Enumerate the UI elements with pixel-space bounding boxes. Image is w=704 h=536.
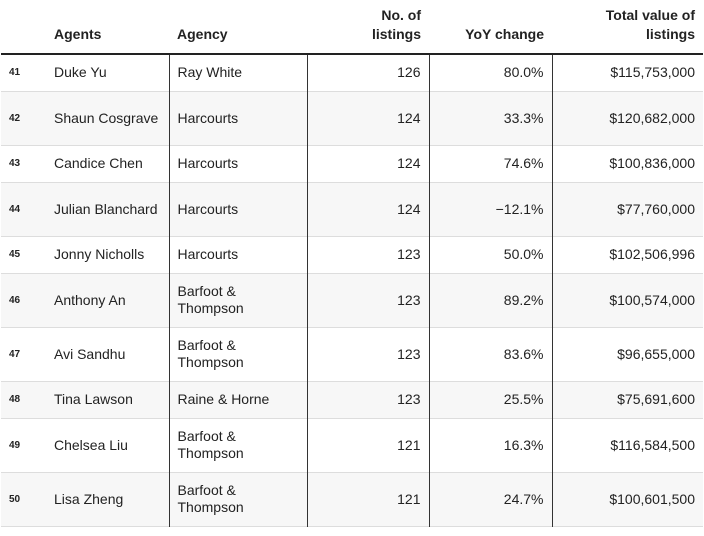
agency-cell: Barfoot & Thompson — [169, 273, 308, 327]
agent-cell: Duke Yu — [46, 54, 170, 91]
yoy-cell: 50.0% — [429, 236, 553, 273]
listings-cell: 123 — [307, 381, 430, 418]
listings-header-line2: listings — [371, 26, 421, 42]
table-row: 49 Chelsea Liu Barfoot & Thompson 121 16… — [1, 418, 703, 472]
agents-header: Agents — [46, 0, 169, 55]
table-row: 47 Avi Sandhu Barfoot & Thompson 123 83.… — [1, 327, 703, 381]
value-cell: $96,655,000 — [617, 345, 695, 362]
value-cell: $116,584,500 — [610, 436, 695, 453]
rank-cell: 49 — [9, 439, 21, 451]
rank-cell: 42 — [9, 112, 21, 124]
value-cell: $102,506,996 — [609, 246, 695, 262]
yoy-cell: 74.6% — [429, 145, 553, 182]
value-cell: $100,601,500 — [609, 490, 695, 507]
yoy-cell: −12.1% — [429, 182, 553, 236]
listings-header: No. of listings — [307, 0, 429, 55]
listings-cell: 124 — [307, 145, 430, 182]
agency-header: Agency — [169, 0, 307, 55]
yoy-cell: 33.3% — [429, 91, 553, 145]
table-row: 43 Candice Chen Harcourts 124 74.6% $100… — [1, 145, 703, 182]
value-cell: $100,574,000 — [609, 291, 695, 308]
table-row: 46 Anthony An Barfoot & Thompson 123 89.… — [1, 273, 703, 327]
yoy-header: YoY change — [429, 0, 552, 55]
agent-cell: Jonny Nicholls — [46, 236, 170, 273]
rank-cell: 45 — [9, 249, 21, 260]
rank-cell: 46 — [9, 294, 21, 306]
table-row: 41 Duke Yu Ray White 126 80.0% $115,753,… — [1, 54, 703, 91]
agent-cell: Candice Chen — [46, 145, 170, 182]
agency-cell: Raine & Horne — [169, 381, 308, 418]
table-row: 48 Tina Lawson Raine & Horne 123 25.5% $… — [1, 381, 703, 418]
listings-cell: 123 — [307, 236, 430, 273]
agency-cell: Harcourts — [169, 182, 308, 236]
table-row: 42 Shaun Cosgrave Harcourts 124 33.3% $1… — [1, 91, 703, 145]
listings-cell: 121 — [307, 418, 430, 472]
value-cell: $100,836,000 — [609, 155, 695, 171]
yoy-cell: 83.6% — [429, 327, 553, 381]
value-cell: $115,753,000 — [610, 64, 695, 81]
listings-cell: 123 — [307, 273, 430, 327]
yoy-cell: 89.2% — [429, 273, 553, 327]
agent-cell: Shaun Cosgrave — [46, 91, 170, 145]
value-header-line2: listings — [645, 26, 695, 42]
rank-cell: 48 — [9, 394, 21, 405]
rank-header — [1, 0, 46, 55]
rank-cell: 47 — [9, 348, 21, 360]
agent-cell: Lisa Zheng — [46, 472, 170, 526]
agency-cell: Barfoot & Thompson — [169, 327, 308, 381]
value-cell: $120,682,000 — [609, 109, 695, 126]
yoy-cell: 24.7% — [429, 472, 553, 526]
agency-cell: Harcourts — [169, 91, 308, 145]
header-row: Agents Agency No. of listings YoY change … — [1, 0, 703, 55]
rank-cell: 41 — [9, 67, 21, 79]
listings-cell: 123 — [307, 327, 430, 381]
listings-cell: 126 — [307, 54, 430, 91]
value-header-line1: Total value of — [605, 7, 695, 23]
agent-cell: Anthony An — [46, 273, 170, 327]
yoy-cell: 25.5% — [429, 381, 553, 418]
table-row: 45 Jonny Nicholls Harcourts 123 50.0% $1… — [1, 236, 703, 273]
agent-cell: Chelsea Liu — [46, 418, 170, 472]
agency-cell: Harcourts — [169, 236, 308, 273]
value-header: Total value of listings — [552, 0, 703, 55]
table-row: 44 Julian Blanchard Harcourts 124 −12.1%… — [1, 182, 703, 236]
yoy-cell: 80.0% — [429, 54, 553, 91]
rank-cell: 50 — [9, 493, 21, 505]
value-cell: $77,760,000 — [617, 200, 695, 217]
yoy-cell: 16.3% — [429, 418, 553, 472]
rank-cell: 43 — [9, 158, 21, 169]
agent-cell: Tina Lawson — [46, 381, 170, 418]
table-row: 50 Lisa Zheng Barfoot & Thompson 121 24.… — [1, 472, 703, 526]
listings-cell: 121 — [307, 472, 430, 526]
agency-cell: Harcourts — [169, 145, 308, 182]
agency-cell: Ray White — [169, 54, 308, 91]
listings-cell: 124 — [307, 182, 430, 236]
agency-cell: Barfoot & Thompson — [169, 418, 308, 472]
listings-header-line1: No. of — [381, 7, 421, 23]
listings-cell: 124 — [307, 91, 430, 145]
value-cell: $75,691,600 — [617, 391, 695, 407]
agency-cell: Barfoot & Thompson — [169, 472, 308, 526]
agent-cell: Avi Sandhu — [46, 327, 170, 381]
agent-cell: Julian Blanchard — [46, 182, 170, 236]
rank-cell: 44 — [9, 203, 21, 215]
